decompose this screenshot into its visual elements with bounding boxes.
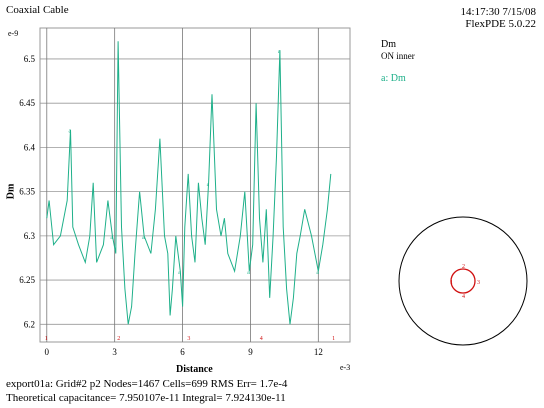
x-tick-label: 9	[248, 347, 253, 357]
series-group: a a a a a a a a 1 2 3 4 1	[45, 41, 335, 342]
y-exponent: e-9	[8, 29, 19, 38]
y-tick-label: 6.35	[19, 187, 35, 197]
legend-on-label: ON inner	[381, 51, 415, 61]
legend-quantity: Dm	[381, 39, 396, 50]
node-marker: 4	[260, 336, 263, 342]
y-tick-label: 6.2	[24, 319, 35, 329]
version-label: FlexPDE 5.0.22	[465, 18, 536, 30]
series-marker: a	[69, 129, 72, 135]
series-marker: a	[110, 235, 113, 241]
cross-section-inset: 1 2 3 4	[398, 216, 528, 346]
plot-area	[39, 27, 351, 343]
footer-stats: export01a: Grid#2 p2 Nodes=1467 Cells=69…	[6, 378, 288, 390]
inset-node-label: 3	[477, 280, 480, 286]
legend-series-entry: a: Dm	[381, 73, 406, 84]
outer-conductor	[398, 216, 528, 346]
node-marker: 1	[45, 336, 48, 342]
y-tick-label: 6.5	[24, 54, 36, 64]
node-marker: 1	[332, 336, 335, 342]
timestamp: 14:17:30 7/15/08	[460, 6, 536, 18]
y-tick-label: 6.45	[19, 98, 35, 108]
series-marker: a	[207, 182, 210, 188]
inner-conductor	[450, 268, 476, 294]
x-tick-label: 6	[180, 347, 185, 357]
node-marker: 2	[117, 336, 120, 342]
node-marker: 3	[187, 336, 190, 342]
y-tick-label: 6.4	[24, 142, 36, 152]
inset-node-label: 2	[462, 264, 465, 270]
y-axis-label: Dm	[5, 183, 17, 200]
series-marker: a	[316, 270, 319, 276]
grid	[40, 28, 350, 342]
chart-title: Coaxial Cable	[6, 4, 69, 16]
series-line-0	[46, 41, 332, 325]
series-marker: a	[247, 270, 250, 276]
series-marker: a	[178, 270, 181, 276]
x-axis-label: Distance	[176, 364, 213, 375]
series-marker: a	[142, 235, 145, 241]
x-tick-label: 3	[112, 347, 117, 357]
y-tick-label: 6.3	[24, 231, 36, 241]
inset-node-label: 1	[450, 280, 453, 286]
x-tick-label: 0	[45, 347, 50, 357]
series-marker: a	[278, 49, 281, 55]
x-tick-labels: 0 3 6 9 12	[45, 347, 323, 357]
x-tick-label: 12	[314, 347, 323, 357]
y-tick-labels: 6.2 6.25 6.3 6.35 6.4 6.45 6.5	[19, 54, 35, 329]
x-exponent: e-3	[340, 363, 351, 372]
footer-capacitance: Theoretical capacitance= 7.950107e-11 In…	[6, 392, 286, 404]
y-tick-label: 6.25	[19, 275, 35, 285]
inset-node-label: 4	[462, 294, 465, 300]
